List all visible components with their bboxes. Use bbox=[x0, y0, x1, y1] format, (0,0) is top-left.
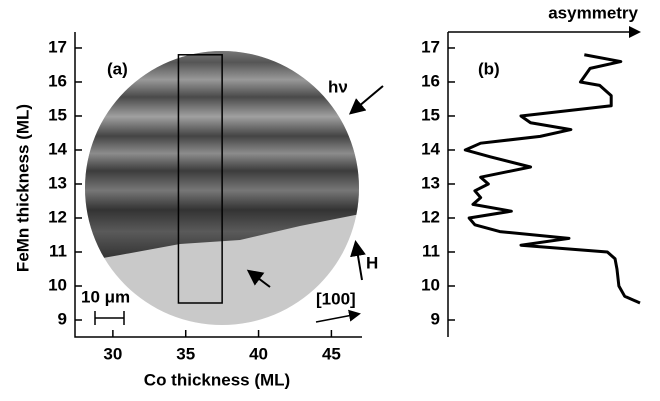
x-tick-label: 35 bbox=[176, 344, 195, 363]
asymmetry-curve bbox=[463, 53, 641, 305]
x-tick-label: 40 bbox=[249, 344, 268, 363]
direction-arrow bbox=[315, 309, 361, 323]
annotation: hν bbox=[328, 77, 348, 96]
y-tick-label: 15 bbox=[421, 105, 440, 124]
y-tick-label: 10 bbox=[421, 275, 440, 294]
pointer-arrow bbox=[246, 269, 271, 288]
x-tick-label: 30 bbox=[103, 344, 122, 363]
panel-label: (b) bbox=[478, 59, 500, 78]
y-tick-label: 16 bbox=[421, 71, 440, 90]
y-tick-label: 17 bbox=[48, 37, 67, 56]
annotation: H bbox=[366, 253, 378, 272]
y-tick-label: 11 bbox=[422, 241, 440, 260]
annotation: [100] bbox=[316, 289, 356, 308]
y-axis-title: FeMn thickness (ML) bbox=[13, 104, 32, 272]
panel-label: (a) bbox=[107, 59, 128, 78]
y-tick-label: 17 bbox=[421, 37, 440, 56]
y-tick-label: 13 bbox=[48, 173, 67, 192]
y-tick-label: 12 bbox=[421, 207, 440, 226]
selection-box bbox=[177, 54, 223, 304]
y-tick-label: 10 bbox=[48, 275, 67, 294]
y-tick-label: 11 bbox=[49, 241, 67, 260]
x-axis-title: Co thickness (ML) bbox=[144, 370, 290, 389]
x-axis-title: asymmetry bbox=[548, 3, 638, 22]
field-arrow bbox=[350, 240, 366, 281]
y-tick-label: 13 bbox=[421, 173, 440, 192]
axis-line bbox=[74, 32, 362, 338]
x-tick-label: 45 bbox=[322, 344, 341, 363]
annotation: 10 μm bbox=[81, 287, 130, 306]
y-tick-label: 15 bbox=[48, 105, 67, 124]
y-tick-label: 14 bbox=[48, 139, 67, 158]
photon-arrow bbox=[348, 85, 384, 115]
y-tick-label: 16 bbox=[48, 71, 67, 90]
scale-bar bbox=[94, 311, 125, 325]
y-tick-label: 9 bbox=[431, 309, 440, 328]
y-tick-label: 9 bbox=[58, 309, 67, 328]
y-tick-label: 12 bbox=[48, 207, 67, 226]
y-tick-label: 14 bbox=[421, 139, 440, 158]
